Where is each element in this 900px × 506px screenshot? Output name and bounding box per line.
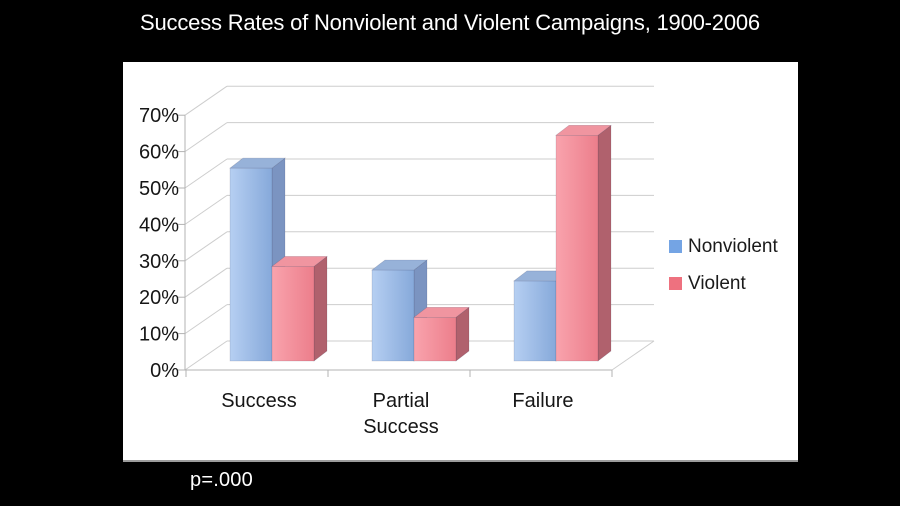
y-axis-label: 70% [139,105,179,127]
slide-title: Success Rates of Nonviolent and Violent … [140,10,760,35]
legend-label-nonviolent: Nonviolent [688,236,778,257]
y-axis-label: 30% [139,251,179,273]
bar-side-face [313,255,328,362]
bar-violent-failure [555,135,599,362]
y-axis-label: 20% [139,287,179,309]
bar-chart-3d: 0% 10% 20% 30% 40% 50% 60% 70% Success Partial Suc… [139,85,655,438]
bar-nonviolent-partial-success [371,269,415,362]
slide-canvas: 0% 10% 20% 30% 40% 50% 60% 70% Success Partial Suc… [123,62,798,462]
bar-nonviolent-success [229,167,273,362]
y-axis-label: 60% [139,142,179,164]
legend-item-violent: Violent [669,273,778,310]
bar-top-face [271,256,328,267]
gridline-diagonal [184,231,228,262]
chart-legend: Nonviolent Violent [669,236,778,310]
bar-top-face [413,307,470,318]
legend-item-nonviolent: Nonviolent [669,236,778,273]
gridline-diagonal [184,304,228,335]
bar-top-face [371,259,428,271]
bar-side-face [597,124,612,362]
y-axis-label: 50% [139,178,179,200]
bar-nonviolent-failure [513,280,557,362]
x-axis-label: Success [221,390,297,412]
gridline-diagonal [184,194,228,225]
y-axis-label: 0% [150,360,179,382]
bar-violent-success [271,266,315,362]
gridline-diagonal [184,340,228,371]
bar-top-face [555,124,612,136]
gridline-diagonal [184,122,228,153]
p-value-note: p=.000 [190,469,253,491]
legend-swatch-nonviolent-icon [669,240,682,253]
legend-swatch-violent-icon [669,277,682,290]
gridline-diagonal [184,85,228,116]
bar-violent-partial-success [413,317,457,362]
y-axis-label: 40% [139,214,179,236]
gridline-diagonal [184,267,228,298]
legend-label-violent: Violent [688,273,746,294]
floor-right-edge [611,340,655,371]
x-axis-label: Failure [512,390,573,412]
bar-top-face [229,157,286,169]
x-axis-label: Partial Success [363,390,439,438]
gridline-diagonal [184,158,228,189]
y-axis-label: 10% [139,324,179,346]
